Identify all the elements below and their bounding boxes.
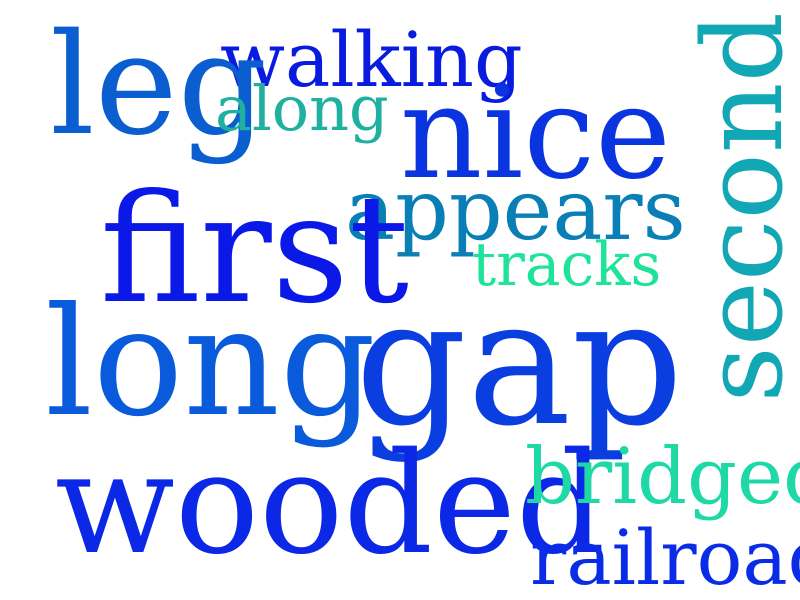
word-along: along xyxy=(215,72,389,145)
word-tracks: tracks xyxy=(472,230,662,300)
word-gap: gap xyxy=(355,262,684,465)
word-long: long xyxy=(45,276,376,450)
word-second: second xyxy=(679,12,800,403)
word-bridged: bridged xyxy=(525,432,800,522)
word-nice: nice xyxy=(400,59,671,208)
word-leg: leg xyxy=(50,4,268,167)
word-first: first xyxy=(100,163,410,337)
word-walking: walking xyxy=(220,15,523,104)
word-wooded: wooded xyxy=(55,423,606,586)
word-railroad: railroad xyxy=(530,513,800,600)
word-appears: appears xyxy=(345,161,686,259)
